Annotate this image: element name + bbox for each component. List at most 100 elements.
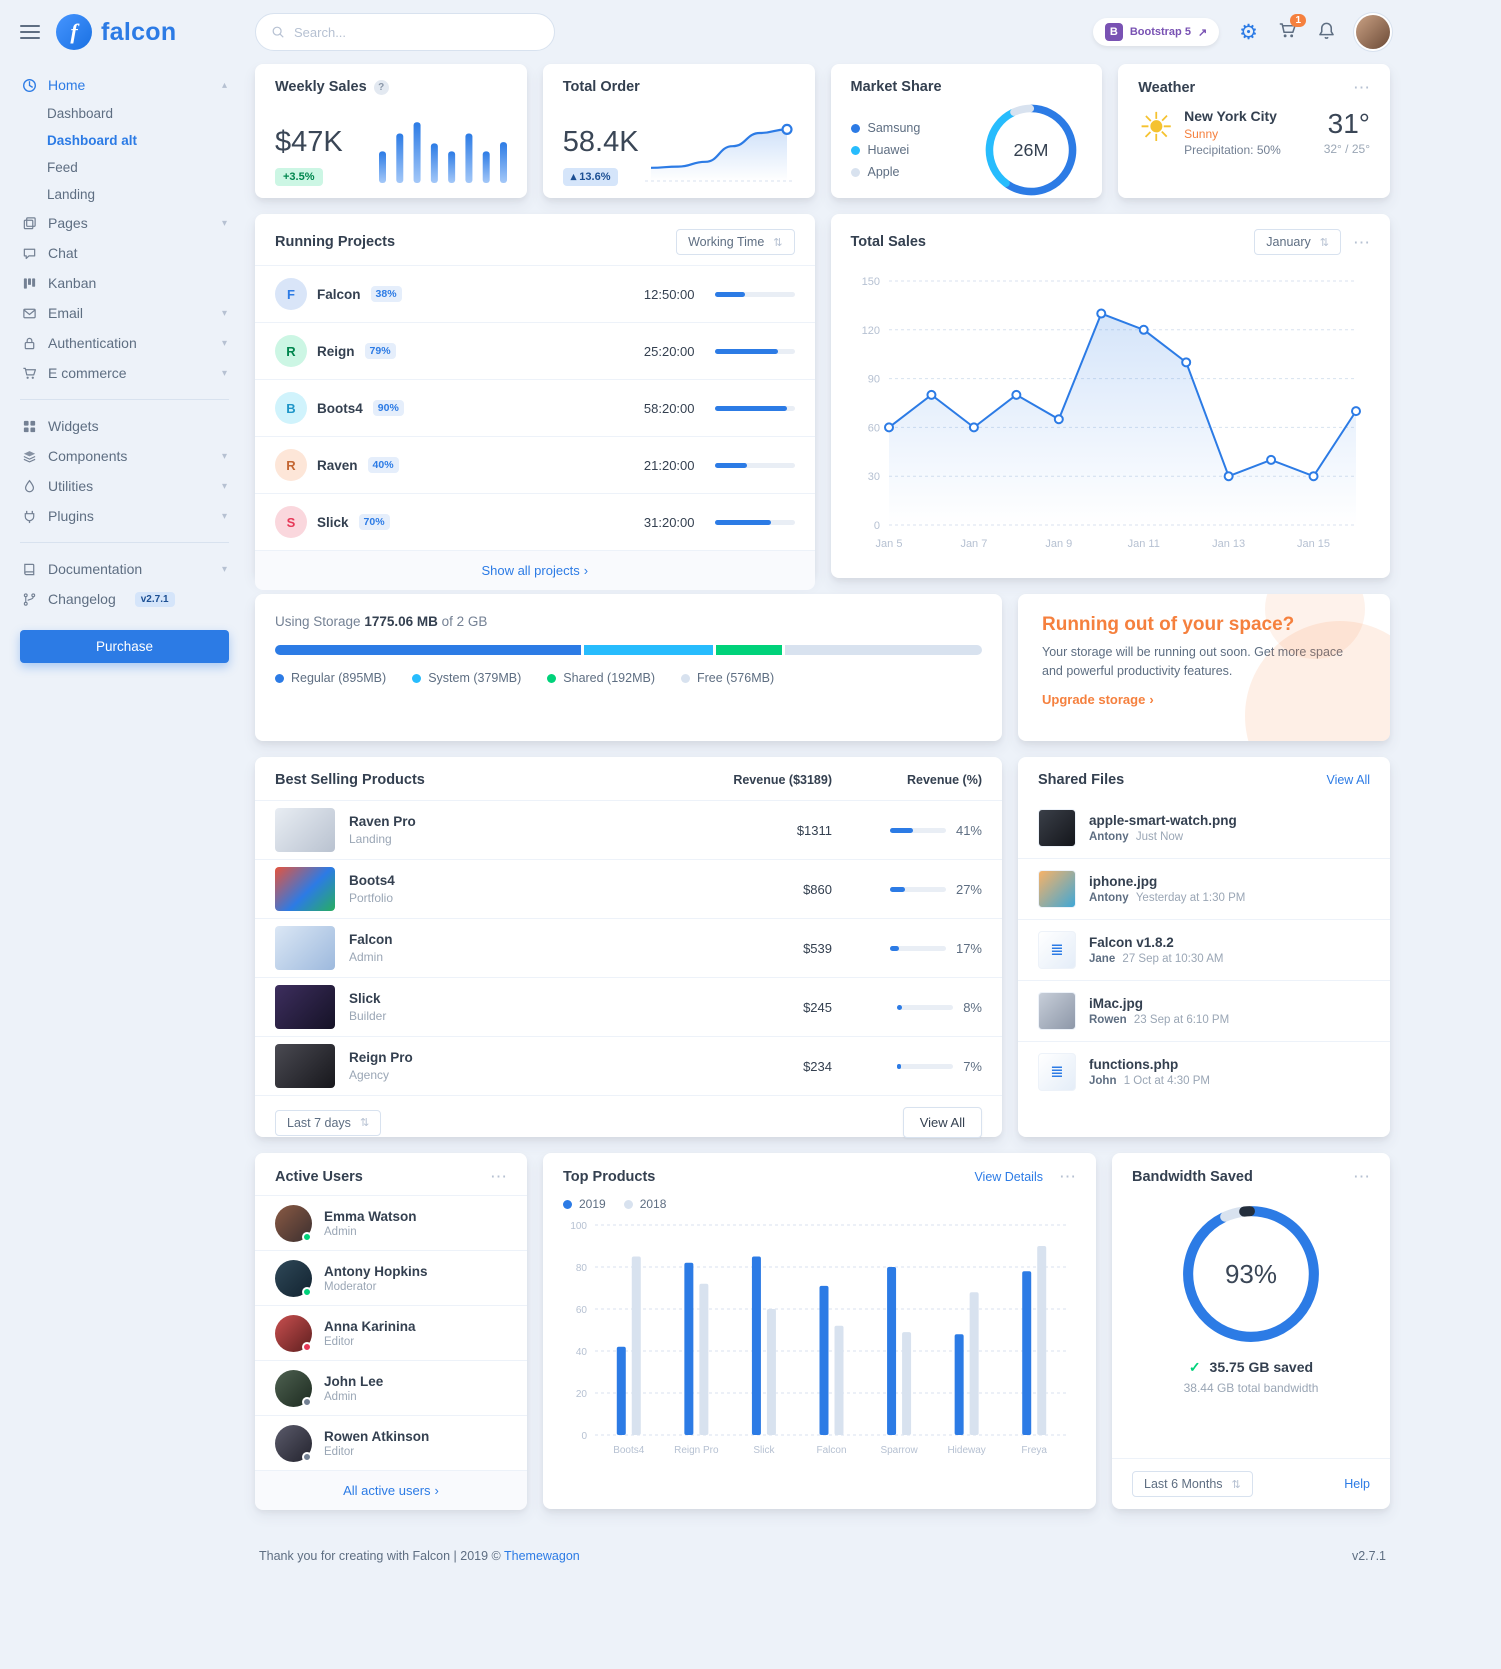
product-progress-bar (889, 945, 946, 951)
bootstrap-badge[interactable]: B Bootstrap 5 (1092, 18, 1220, 46)
sidebar-item-changelog[interactable]: Changelog v2.7.1 (20, 584, 229, 614)
product-name-link[interactable]: Reign Pro (349, 1050, 413, 1065)
project-name-link[interactable]: Falcon (317, 286, 361, 302)
user-row: Antony Hopkins Moderator (255, 1250, 527, 1305)
sidebar-item-feed[interactable]: Feed (47, 160, 78, 175)
file-row: iphone.jpg Antony Yesterday at 1:30 PM (1018, 858, 1390, 919)
product-thumbnail (275, 867, 335, 911)
plug-icon (22, 509, 37, 524)
home-icon (22, 78, 37, 93)
user-name-link[interactable]: Rowen Atkinson (324, 1428, 430, 1444)
hamburger-menu-icon[interactable] (20, 25, 40, 39)
sidebar-item-components[interactable]: Components (20, 441, 229, 471)
sidebar-item-authentication[interactable]: Authentication (20, 328, 229, 358)
chevron-down-icon (222, 368, 227, 379)
card-menu-icon[interactable] (1353, 234, 1370, 251)
status-dot (302, 1286, 312, 1297)
sidebar-item-widgets[interactable]: Widgets (20, 411, 229, 441)
view-all-button[interactable]: View All (902, 1107, 982, 1138)
project-avatar: R (275, 449, 307, 481)
sidebar-item-label: Chat (48, 245, 78, 261)
sidebar-item-dashboard[interactable]: Dashboard (47, 106, 114, 121)
info-icon[interactable] (373, 79, 389, 95)
sidebar-item-label: Email (48, 305, 84, 321)
user-name-link[interactable]: Emma Watson (324, 1208, 417, 1224)
sidebar-item-ecommerce[interactable]: E commerce (20, 358, 229, 388)
weekly-sales-chart (378, 122, 507, 183)
svg-text:0: 0 (874, 520, 880, 532)
sidebar-item-kanban[interactable]: Kanban (20, 268, 229, 298)
card-title: Best Selling Products (275, 772, 425, 788)
working-time-select[interactable]: Working Time (676, 229, 795, 255)
svg-text:Sparrow: Sparrow (880, 1445, 918, 1456)
sidebar-item-dashboard-alt[interactable]: Dashboard alt (47, 133, 138, 148)
user-name-link[interactable]: Antony Hopkins (324, 1263, 428, 1279)
themewagon-link[interactable]: Themewagon (504, 1549, 580, 1563)
card-menu-icon[interactable] (1353, 79, 1370, 96)
file-name-link[interactable]: apple-smart-watch.png (1089, 813, 1237, 828)
user-name-link[interactable]: John Lee (324, 1373, 384, 1389)
sidebar-item-pages[interactable]: Pages (20, 208, 229, 238)
user-avatar[interactable] (1356, 15, 1390, 49)
view-details-link[interactable]: View Details (974, 1169, 1043, 1184)
status-dot (302, 1451, 312, 1462)
sidebar-item-landing[interactable]: Landing (47, 187, 96, 202)
brand-logo[interactable]: f falcon (56, 14, 176, 50)
external-link-icon (1198, 26, 1207, 39)
show-all-projects-link[interactable]: Show all projects (255, 550, 815, 590)
card-title: Bandwidth Saved (1132, 1168, 1253, 1185)
file-name-link[interactable]: functions.php (1089, 1057, 1179, 1072)
user-role: Editor (324, 1445, 355, 1458)
card-menu-icon[interactable] (1059, 1168, 1076, 1185)
file-owner: Antony (1089, 831, 1129, 843)
product-name-link[interactable]: Raven Pro (349, 814, 416, 829)
project-name-link[interactable]: Reign (317, 343, 355, 359)
search-box[interactable] (255, 13, 555, 51)
project-name-link[interactable]: Boots4 (317, 400, 363, 416)
settings-gear-icon[interactable] (1239, 22, 1258, 43)
user-name-link[interactable]: Anna Karinina (324, 1318, 416, 1334)
view-all-files-link[interactable]: View All (1326, 773, 1370, 787)
cart-button[interactable]: 1 (1278, 14, 1306, 43)
product-name-link[interactable]: Boots4 (349, 873, 395, 888)
file-name-link[interactable]: iphone.jpg (1089, 874, 1158, 889)
storage-card: Using Storage 1775.06 MB of 2 GB Regular… (255, 594, 1002, 741)
svg-text:20: 20 (576, 1389, 588, 1400)
storage-legend: Regular (895MB) System (379MB) Shared (1… (275, 671, 982, 685)
product-name-link[interactable]: Falcon (349, 932, 393, 947)
lock-icon (22, 336, 37, 351)
layers-icon (22, 449, 37, 464)
sidebar-item-label: Utilities (48, 478, 94, 494)
card-menu-icon[interactable] (1353, 1168, 1370, 1185)
product-category: Agency (349, 1068, 390, 1082)
sidebar-item-chat[interactable]: Chat (20, 238, 229, 268)
notifications-bell-icon[interactable] (1317, 21, 1336, 43)
project-name-link[interactable]: Raven (317, 457, 358, 473)
sidebar-item-plugins[interactable]: Plugins (20, 501, 229, 531)
user-row: Emma Watson Admin (255, 1195, 527, 1250)
card-menu-icon[interactable] (490, 1168, 507, 1185)
all-active-users-link[interactable]: All active users (255, 1470, 527, 1510)
weather-condition: Sunny (1184, 127, 1219, 141)
sidebar-item-home[interactable]: Home (20, 70, 229, 100)
months-select[interactable]: Last 6 Months (1132, 1471, 1253, 1497)
product-percent: 27% (955, 881, 982, 897)
legend-dot (275, 673, 284, 683)
file-name-link[interactable]: Falcon v1.8.2 (1089, 935, 1174, 950)
help-link[interactable]: Help (1344, 1477, 1370, 1491)
date-range-select[interactable]: Last 7 days (275, 1109, 382, 1136)
project-percent-badge: 70% (358, 514, 390, 530)
upgrade-storage-link[interactable]: Upgrade storage (1042, 692, 1154, 707)
project-name-link[interactable]: Slick (317, 514, 349, 530)
sidebar-item-utilities[interactable]: Utilities (20, 471, 229, 501)
svg-text:26M: 26M (1014, 140, 1049, 160)
month-select[interactable]: January (1254, 229, 1341, 255)
storage-upsell-card: Running out of your space? Your storage … (1018, 594, 1390, 741)
purchase-button[interactable]: Purchase (20, 630, 229, 663)
file-name-link[interactable]: iMac.jpg (1089, 996, 1144, 1011)
file-row: ≣ Falcon v1.8.2 Jane 27 Sep at 10:30 AM (1018, 919, 1390, 980)
sidebar-item-documentation[interactable]: Documentation (20, 554, 229, 584)
product-name-link[interactable]: Slick (349, 991, 381, 1006)
sidebar-item-email[interactable]: Email (20, 298, 229, 328)
search-input[interactable] (294, 24, 539, 40)
